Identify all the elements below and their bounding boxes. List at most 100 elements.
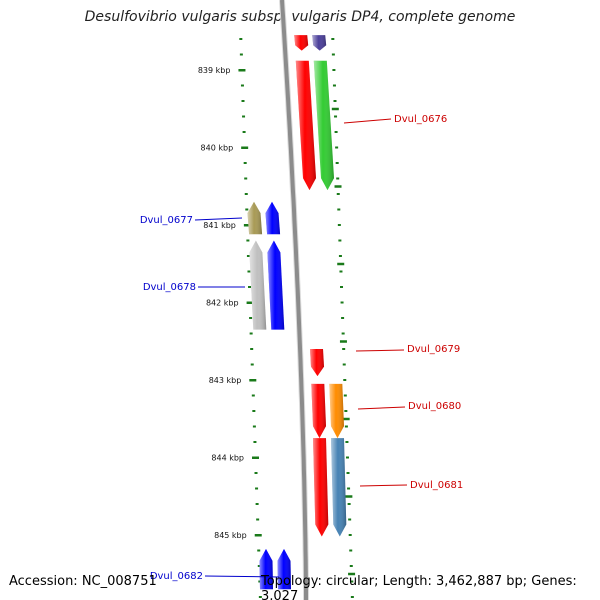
minor-tick-right (340, 286, 344, 288)
accession-text: Accession: NC_008751 (9, 574, 157, 589)
minor-tick-left (257, 549, 261, 552)
minor-tick-right (334, 115, 338, 118)
kbp-label: 845 kbp (214, 531, 247, 540)
minor-tick-right (343, 379, 347, 381)
gene-feature-4[interactable] (247, 201, 263, 235)
minor-tick-right (349, 565, 353, 567)
kbp-label: 842 kbp (206, 299, 239, 308)
minor-tick-left (241, 100, 245, 102)
gene-arrow-shade (259, 548, 273, 590)
minor-tick-left (251, 394, 255, 397)
gene-label-dvul_0679[interactable]: Dvul_0679 (407, 344, 460, 355)
gene-arrow-shade (294, 35, 309, 51)
major-tick-right (334, 185, 342, 188)
gene-label-dvul_0677[interactable]: Dvul_0677 (140, 215, 193, 226)
gene-feature-1[interactable] (312, 35, 327, 51)
major-tick-left (254, 534, 262, 537)
major-tick-right (342, 417, 350, 421)
gene-label-dvul_0676[interactable]: Dvul_0676 (394, 114, 447, 125)
minor-tick-right (331, 53, 335, 56)
gene-arrow-shade (295, 60, 316, 191)
gene-label-dvul_0681[interactable]: Dvul_0681 (410, 480, 463, 491)
gene-label-leader (357, 406, 406, 410)
major-tick-left (238, 69, 246, 72)
minor-tick-left (250, 348, 254, 350)
kbp-label: 840 kbp (201, 144, 234, 153)
minor-tick-right (341, 317, 345, 319)
gene-feature-2[interactable] (295, 60, 316, 191)
minor-tick-right (347, 487, 351, 490)
gene-arrow-shade (249, 240, 267, 330)
kbp-label: 839 kbp (198, 66, 231, 75)
major-tick-right (339, 340, 347, 343)
major-tick-left (249, 379, 257, 382)
minor-tick-left (255, 503, 259, 505)
gene-arrow-shade (329, 383, 344, 439)
gene-arrow-shade (247, 201, 263, 235)
gene-arrow-shade (313, 438, 329, 537)
gene-label-dvul_0678[interactable]: Dvul_0678 (143, 282, 196, 293)
minor-tick-right (344, 410, 348, 412)
minor-tick-left (258, 596, 262, 598)
minor-tick-right (346, 472, 350, 474)
gene-arrow-shade (313, 60, 334, 191)
minor-tick-left (249, 332, 253, 335)
minor-tick-left (252, 410, 256, 412)
gene-label-dvul_0680[interactable]: Dvul_0680 (408, 401, 461, 412)
gene-label-leader (359, 484, 408, 487)
minor-tick-right (345, 456, 349, 459)
minor-tick-left (242, 115, 246, 118)
gene-arrow-shade (331, 438, 347, 537)
minor-tick-right (336, 193, 340, 195)
minor-tick-right (336, 177, 340, 180)
minor-tick-right (350, 596, 354, 598)
kbp-label: 844 kbp (211, 454, 244, 463)
minor-tick-left (245, 208, 249, 211)
gene-arrow-shade (267, 240, 285, 330)
minor-tick-right (332, 84, 336, 87)
kbp-label: 841 kbp (203, 221, 236, 230)
gene-feature-9[interactable] (311, 383, 326, 439)
gene-feature-10[interactable] (329, 383, 344, 439)
minor-tick-right (342, 363, 346, 366)
gene-label-leader (194, 217, 243, 221)
gene-feature-0[interactable] (294, 35, 309, 51)
gene-feature-5[interactable] (265, 201, 281, 235)
gene-feature-6[interactable] (249, 240, 267, 330)
major-tick-left (241, 146, 249, 149)
gene-label-dvul_0682[interactable]: Dvul_0682 (150, 571, 203, 582)
tick-marks (238, 38, 356, 598)
minor-tick-right (345, 441, 349, 443)
minor-tick-right (334, 131, 338, 133)
gene-feature-7[interactable] (267, 240, 285, 330)
minor-tick-left (246, 255, 250, 257)
minor-tick-right (339, 270, 343, 273)
minor-tick-right (349, 549, 353, 552)
major-tick-right (337, 262, 345, 266)
gene-feature-13[interactable] (277, 548, 292, 590)
gene-arrow-shade (265, 201, 281, 235)
minor-tick-left (250, 363, 254, 366)
minor-tick-right (333, 100, 337, 102)
minor-tick-left (244, 177, 248, 180)
minor-tick-left (253, 441, 257, 443)
minor-tick-left (240, 84, 244, 87)
major-tick-left (246, 301, 254, 304)
gene-feature-11[interactable] (313, 438, 329, 537)
genes-layer (247, 35, 347, 590)
minor-tick-left (248, 286, 252, 288)
major-tick-left (243, 224, 251, 227)
minor-tick-left (239, 38, 243, 40)
gene-feature-3[interactable] (313, 60, 334, 191)
minor-tick-right (337, 208, 341, 211)
minor-tick-right (348, 518, 352, 521)
minor-tick-right (338, 239, 342, 242)
minor-tick-left (255, 487, 259, 490)
gene-feature-14[interactable] (259, 548, 274, 590)
minor-tick-right (341, 332, 345, 335)
minor-tick-right (350, 580, 354, 583)
major-tick-right (345, 495, 353, 498)
gene-feature-12[interactable] (331, 438, 347, 537)
gene-feature-8[interactable] (310, 349, 324, 377)
